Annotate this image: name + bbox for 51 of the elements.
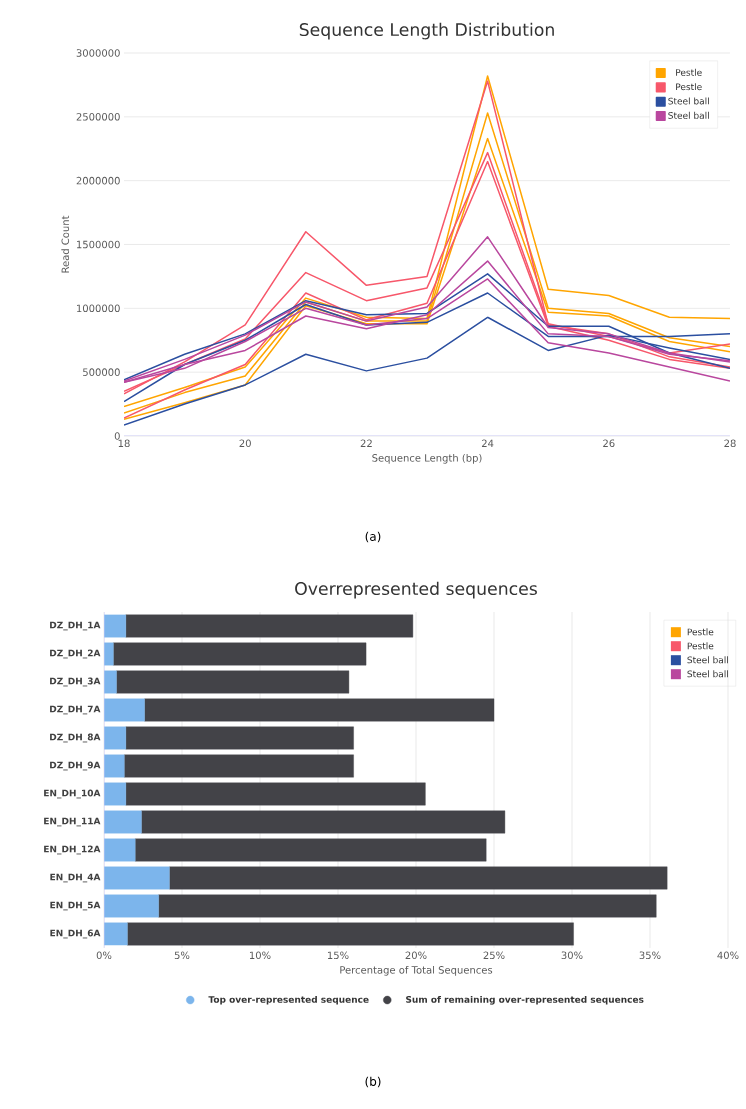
y-tick-label: DZ_DH_3A <box>50 677 101 687</box>
x-tick-label: 30% <box>561 951 583 960</box>
x-tick-label: 24 <box>481 439 494 447</box>
text: (a) <box>365 531 381 543</box>
legend-label: Pestle <box>676 68 702 76</box>
y-tick-label: 2000000 <box>76 176 120 185</box>
x-tick-label: 5% <box>174 951 190 960</box>
x-tick-label: 35% <box>639 951 661 960</box>
x-tick-label: 40% <box>717 951 739 960</box>
y-tick-label: 0 <box>114 432 120 440</box>
y-tick-label: 3000000 <box>76 49 120 57</box>
x-tick-label: 22 <box>360 439 372 447</box>
legend-label: Steel ball <box>668 97 709 105</box>
x-tick-label: 20 <box>239 439 251 448</box>
annotation: Steel ball <box>687 656 728 664</box>
legend-label: Pestle <box>676 83 702 91</box>
y-tick-label: DZ_DH_7A <box>50 705 101 715</box>
y-tick-label: EN_DH_10A <box>44 789 101 799</box>
y-tick-label: EN_DH_11A <box>44 817 101 827</box>
x-tick-label: 28 <box>724 439 736 448</box>
y-tick-label: EN_DH_12A <box>44 845 101 855</box>
y-tick-label: 1000000 <box>77 304 120 313</box>
legend-label: Sum of remaining over-represented sequences <box>406 995 644 1005</box>
y-tick-label: EN_DH_4A <box>50 873 101 883</box>
chart-title: Overrepresented sequences <box>295 581 537 599</box>
x-tick-label: 18 <box>118 439 130 448</box>
y-tick-label: DZ_DH_1A <box>50 621 101 631</box>
y-tick-label: DZ_DH_9A <box>50 761 101 771</box>
legend-label: Top over-represented sequence <box>208 995 369 1005</box>
x-axis-title: Sequence Length (bp) <box>372 453 482 464</box>
x-tick-label: 0% <box>96 951 112 960</box>
y-tick-label: DZ_DH_2A <box>50 649 101 659</box>
annotation: Pestle <box>687 628 714 636</box>
y-tick-label: 500000 <box>83 368 120 376</box>
x-tick-label: 25% <box>483 951 505 960</box>
x-tick-label: 20% <box>405 951 427 960</box>
legend-label: Steel ball <box>668 111 709 119</box>
y-tick-label: DZ_DH_8A <box>50 733 101 743</box>
annotation: Steel ball <box>687 670 728 678</box>
y-axis-title: Read Count <box>61 215 70 273</box>
x-tick-label: 15% <box>327 951 349 960</box>
annotation: Pestle <box>687 642 714 650</box>
y-tick-label: 2500000 <box>76 113 120 121</box>
y-tick-label: EN_DH_6A <box>50 929 101 939</box>
y-tick-label: EN_DH_5A <box>50 901 101 911</box>
text: (b) <box>365 1076 381 1088</box>
x-tick-label: 10% <box>249 951 271 960</box>
x-tick-label: 26 <box>603 439 615 448</box>
x-axis-title: Percentage of Total Sequences <box>340 965 493 976</box>
chart-title: Sequence Length Distribution <box>299 22 554 40</box>
y-tick-label: 1500000 <box>77 240 120 249</box>
